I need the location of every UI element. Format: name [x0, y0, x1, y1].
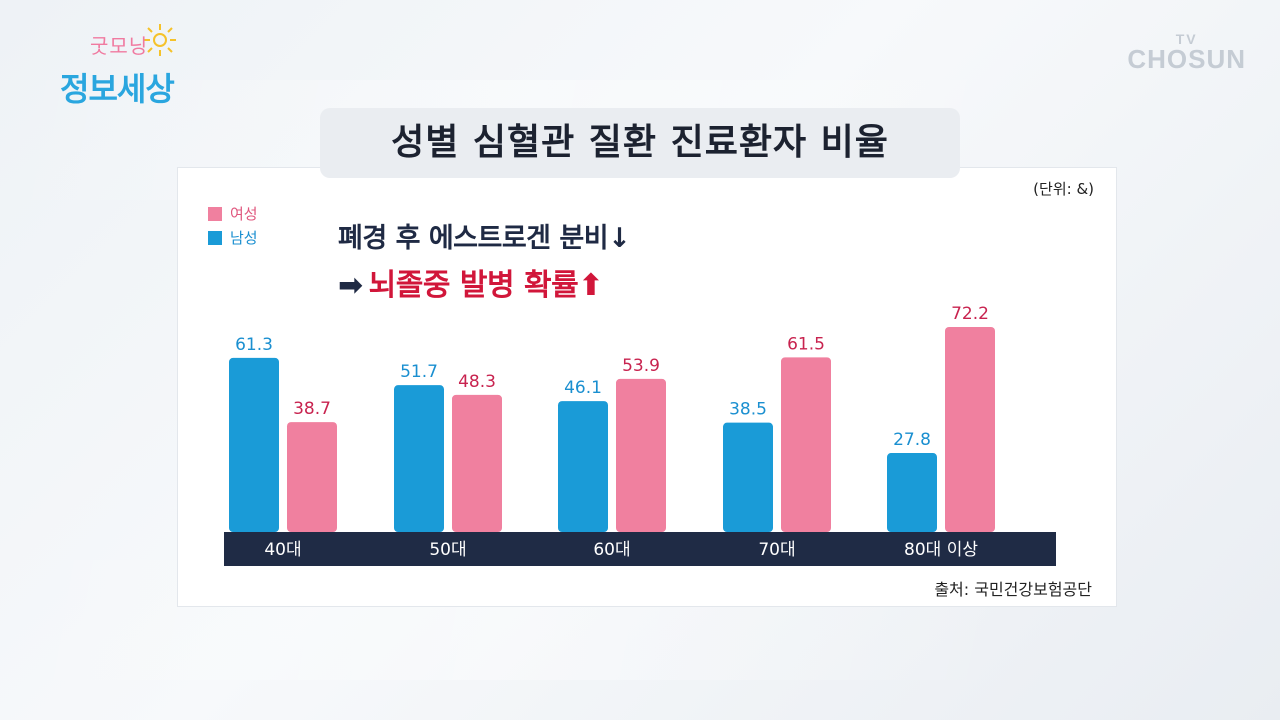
- title-box: 성별 심혈관 질환 진료환자 비율: [320, 108, 960, 178]
- source-label: 출처: 국민건강보험공단: [934, 580, 1092, 599]
- right-arrow-icon: ➡: [338, 268, 363, 303]
- logo-text-top: 굿모닝: [90, 34, 149, 58]
- chart-panel: (단위: &) 여성 남성 폐경 후 에스트로겐 분비↓ ➡ 뇌졸중 발병 확률⬆…: [178, 168, 1116, 606]
- bar-female: [287, 422, 337, 532]
- data-label-male: 38.5: [729, 400, 767, 420]
- data-label-female: 53.9: [622, 356, 660, 376]
- sun-icon: [144, 24, 176, 56]
- data-label-male: 61.3: [235, 335, 273, 355]
- bar-male: [723, 422, 773, 532]
- bar-female: [781, 357, 831, 532]
- data-label-male: 27.8: [893, 430, 931, 450]
- data-label-male: 51.7: [400, 362, 438, 382]
- bar-male: [229, 357, 279, 532]
- legend-item-female: 여성: [208, 202, 258, 226]
- data-label-female: 48.3: [458, 372, 496, 392]
- bar-male: [558, 401, 608, 532]
- channel-logo-tv: TV: [1175, 31, 1198, 47]
- bar-female: [452, 394, 502, 532]
- data-label-female: 61.5: [787, 334, 825, 354]
- data-label-female: 72.2: [951, 304, 989, 324]
- legend-swatch-male: [208, 231, 222, 245]
- x-tick-label: 80대 이상: [904, 540, 978, 560]
- x-tick-label: 50대: [429, 540, 466, 560]
- legend: 여성 남성: [208, 202, 258, 250]
- x-tick-label: 70대: [758, 540, 795, 560]
- bar-male: [887, 453, 937, 532]
- x-axis-band: [224, 532, 1056, 566]
- legend-label-female: 여성: [230, 205, 258, 223]
- legend-label-male: 남성: [230, 229, 258, 247]
- chart-title: 성별 심혈관 질환 진료환자 비율: [391, 122, 889, 163]
- unit-label: (단위: &): [1033, 180, 1094, 198]
- legend-item-male: 남성: [208, 226, 258, 250]
- x-tick-label: 40대: [264, 540, 301, 560]
- channel-logo: TV CHOSUN: [1127, 32, 1246, 72]
- bar-chart: 61.3 38.7 51.7 48.3 46.1 53.9 38.5 61.5 27.8 72.2…: [224, 304, 1056, 566]
- annotation-line-2-text: 뇌졸중 발병 확률⬆: [368, 268, 604, 303]
- channel-logo-name: CHOSUN: [1127, 44, 1246, 74]
- bar-male: [394, 385, 444, 532]
- program-logo: 굿모닝 정보세상: [60, 22, 200, 112]
- data-label-female: 38.7: [293, 399, 331, 419]
- x-tick-label: 60대: [593, 540, 630, 560]
- annotation-line-2: ➡ 뇌졸중 발병 확률⬆: [338, 260, 603, 304]
- logo-text-main: 정보세상: [60, 70, 175, 108]
- bar-female: [945, 326, 995, 532]
- bar-female: [616, 378, 666, 532]
- data-label-male: 46.1: [564, 378, 602, 398]
- legend-swatch-female: [208, 207, 222, 221]
- annotation-line-1: 폐경 후 에스트로겐 분비↓: [338, 223, 631, 254]
